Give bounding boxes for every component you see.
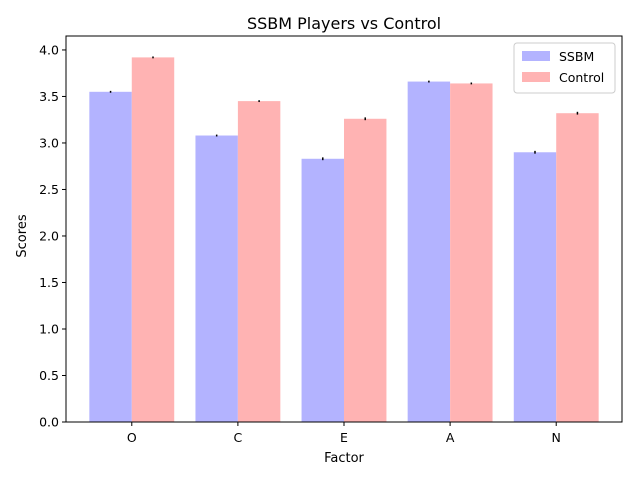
x-tick-label: N [552,430,561,445]
bar-ssbm-n [513,152,557,422]
y-tick-label: 3.5 [39,89,59,104]
x-tick-label: E [340,430,348,445]
y-tick-label: 2.0 [39,228,59,243]
legend-swatch-ssbm [522,51,550,61]
x-axis-label: Factor [324,451,364,466]
bar-control-o [131,57,175,423]
x-tick-label: C [234,430,243,445]
chart-title: SSBM Players vs Control [247,14,441,33]
legend: SSBM Control [513,42,616,94]
y-tick-label: 1.5 [39,275,59,290]
bar-ssbm-e [301,158,344,422]
y-tick-label: 1.0 [39,321,59,336]
bar-control-a [450,83,493,422]
y-ticks-group: 0.0 0.5 1.0 1.5 2.0 2.5 3.0 3.5 4.0 [39,42,66,430]
y-tick-label: 3.0 [39,135,59,150]
y-tick-label: 2.5 [39,182,59,197]
y-tick-label: 4.0 [39,42,59,57]
y-tick-label: 0.5 [39,368,59,383]
bar-ssbm-o [89,91,132,423]
x-tick-label: A [446,430,455,445]
bar-control-n [556,113,599,422]
bar-ssbm-c [195,135,238,422]
x-tick-label: O [127,430,137,445]
legend-label-control: Control [559,70,604,85]
bar-control-c [237,101,281,423]
legend-swatch-control [522,72,550,82]
y-tick-label: 0.0 [39,415,59,430]
legend-label-ssbm: SSBM [559,49,594,64]
bar-ssbm-a [407,81,451,423]
y-axis-label: Scores [15,214,30,257]
bar-control-e [344,118,387,422]
bars-group [89,57,599,423]
error-bars-group [109,56,579,161]
